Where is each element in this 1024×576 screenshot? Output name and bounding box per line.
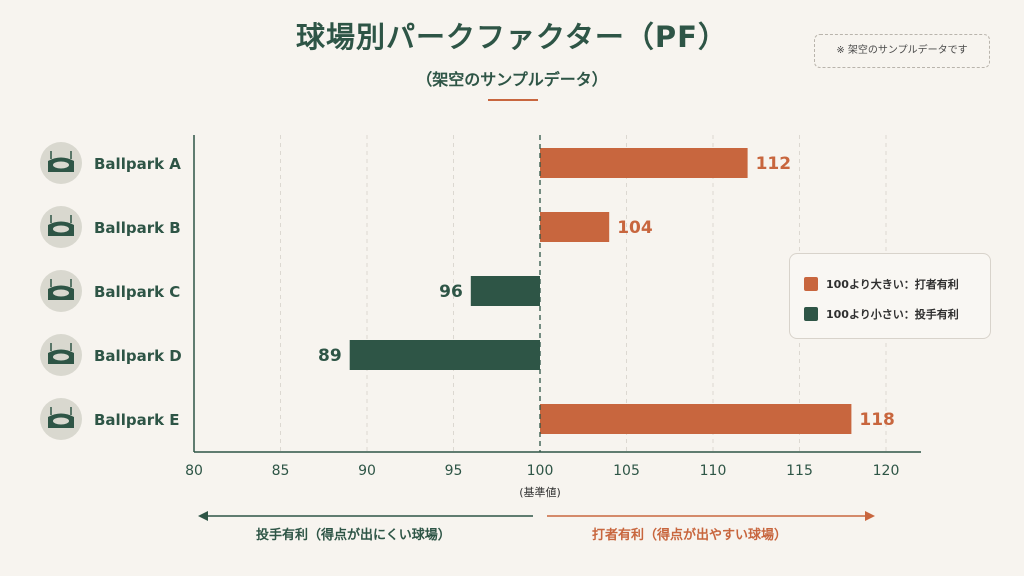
x-tick-label-120: 120 [873, 463, 900, 479]
x-tick-label-80: 80 [185, 463, 203, 479]
pitcher-arrow-head [198, 511, 208, 521]
data-label-4: 89 [318, 346, 342, 366]
data-label-3: 96 [439, 282, 463, 302]
stadium-icon-field-2 [53, 225, 69, 233]
x-tick-label-115: 115 [786, 463, 813, 479]
data-label-2: 104 [617, 218, 653, 238]
bar-2 [540, 212, 610, 242]
data-label-5: 118 [859, 410, 895, 430]
legend: 100より大きい：打者有利 100より小さい：投手有利 [789, 253, 991, 339]
stadium-icon-field-4 [53, 353, 69, 361]
bar-3 [470, 276, 540, 306]
legend-label-hitter: 100より大きい：打者有利 [826, 278, 959, 291]
stadium-icon-field-1 [53, 161, 69, 169]
category-label-2: Ballpark B [94, 219, 181, 237]
legend-swatch-hitter [804, 277, 818, 291]
bar-4 [349, 340, 540, 370]
chart-subtitle: （架空のサンプルデータ） [416, 70, 608, 89]
bar-5 [540, 404, 852, 434]
title-underline [488, 99, 538, 101]
chart-title: 球場別パークファクター（PF） [296, 20, 728, 54]
legend-item-pitcher: 100より小さい：投手有利 [804, 306, 959, 322]
x-tick-label-100: 100 [527, 463, 554, 479]
stadium-icon-field-5 [53, 417, 69, 425]
legend-swatch-pitcher [804, 307, 818, 321]
pitcher-advantage-label: 投手有利（得点が出にくい球場） [256, 528, 451, 543]
category-label-5: Ballpark E [94, 411, 180, 429]
x-tick-label-90: 90 [358, 463, 376, 479]
legend-label-pitcher: 100より小さい：投手有利 [826, 308, 959, 321]
sample-data-note: ※ 架空のサンプルデータです [814, 34, 990, 68]
hitter-advantage-label: 打者有利（得点が出やすい球場） [592, 528, 788, 543]
data-label-1: 112 [756, 154, 792, 174]
baseline-label: (基準値) [519, 485, 561, 499]
x-tick-label-105: 105 [613, 463, 640, 479]
category-label-3: Ballpark C [94, 283, 180, 301]
category-label-4: Ballpark D [94, 347, 182, 365]
x-tick-label-95: 95 [445, 463, 463, 479]
category-label-1: Ballpark A [94, 155, 181, 173]
stadium-icon-field-3 [53, 289, 69, 297]
hitter-arrow-head [865, 511, 875, 521]
x-tick-label-85: 85 [272, 463, 290, 479]
legend-item-hitter: 100より大きい：打者有利 [804, 276, 959, 292]
bar-1 [540, 148, 748, 178]
x-tick-label-110: 110 [700, 463, 727, 479]
